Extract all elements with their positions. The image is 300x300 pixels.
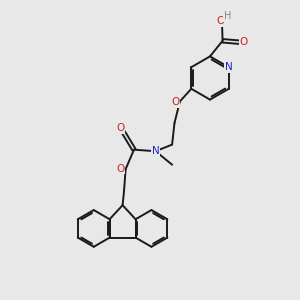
Text: O: O: [116, 164, 124, 174]
Text: N: N: [152, 146, 160, 156]
Text: O: O: [116, 123, 124, 133]
Text: O: O: [239, 37, 248, 47]
Text: O: O: [171, 97, 179, 107]
Text: O: O: [216, 16, 225, 26]
Text: N: N: [225, 62, 232, 72]
Text: H: H: [224, 11, 231, 21]
